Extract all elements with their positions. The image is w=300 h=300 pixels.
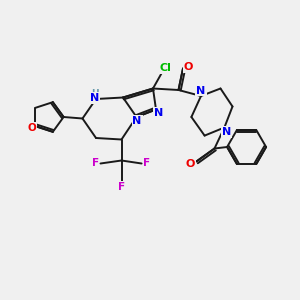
Text: N: N <box>133 116 142 126</box>
Text: N: N <box>222 127 231 137</box>
Text: F: F <box>143 158 151 169</box>
Text: O: O <box>27 123 36 133</box>
Text: N: N <box>196 85 206 96</box>
Text: N: N <box>154 108 164 118</box>
Text: O: O <box>186 159 195 169</box>
Text: F: F <box>92 158 99 169</box>
Text: N: N <box>90 93 99 103</box>
Text: O: O <box>184 62 193 72</box>
Text: H: H <box>91 89 98 98</box>
Text: F: F <box>118 182 125 192</box>
Text: Cl: Cl <box>160 63 172 74</box>
